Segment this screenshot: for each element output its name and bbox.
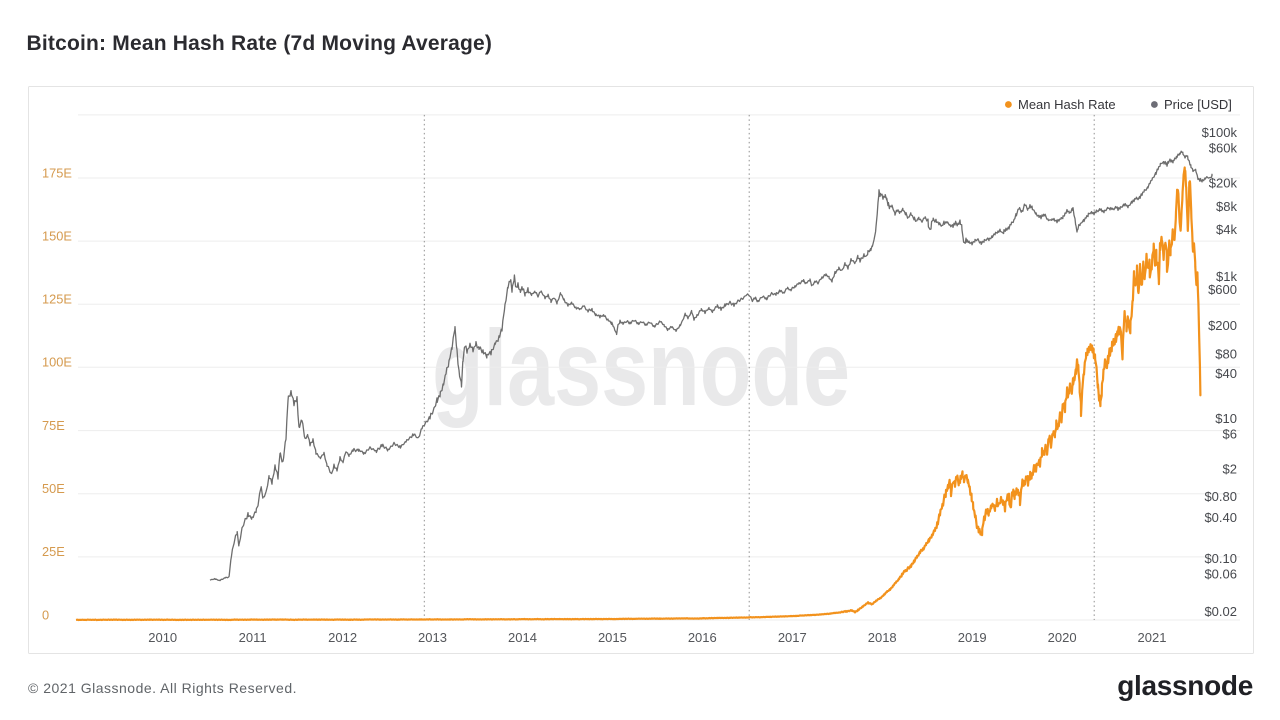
svg-text:$1k: $1k bbox=[1216, 269, 1237, 284]
svg-text:2019: 2019 bbox=[958, 630, 987, 645]
svg-text:50E: 50E bbox=[42, 481, 65, 496]
svg-text:175E: 175E bbox=[42, 165, 72, 180]
svg-text:Price [USD]: Price [USD] bbox=[1164, 97, 1232, 112]
svg-text:$0.02: $0.02 bbox=[1204, 604, 1237, 619]
svg-text:$20k: $20k bbox=[1209, 176, 1238, 191]
svg-text:2014: 2014 bbox=[508, 630, 537, 645]
svg-text:0: 0 bbox=[42, 607, 49, 622]
svg-text:$10: $10 bbox=[1215, 411, 1237, 426]
svg-text:$100k: $100k bbox=[1202, 125, 1238, 140]
svg-text:2010: 2010 bbox=[148, 630, 177, 645]
svg-text:2020: 2020 bbox=[1048, 630, 1077, 645]
svg-text:2016: 2016 bbox=[688, 630, 717, 645]
svg-text:$600: $600 bbox=[1208, 282, 1237, 297]
svg-text:$200: $200 bbox=[1208, 318, 1237, 333]
svg-text:$8k: $8k bbox=[1216, 199, 1237, 214]
svg-text:2017: 2017 bbox=[778, 630, 807, 645]
svg-text:$40: $40 bbox=[1215, 366, 1237, 381]
svg-text:$0.80: $0.80 bbox=[1204, 489, 1237, 504]
svg-text:150E: 150E bbox=[42, 228, 72, 243]
svg-text:75E: 75E bbox=[42, 418, 65, 433]
svg-text:2018: 2018 bbox=[868, 630, 897, 645]
svg-text:2015: 2015 bbox=[598, 630, 627, 645]
svg-text:Mean Hash Rate: Mean Hash Rate bbox=[1018, 97, 1116, 112]
svg-text:25E: 25E bbox=[42, 544, 65, 559]
svg-text:2011: 2011 bbox=[239, 630, 267, 645]
svg-text:$60k: $60k bbox=[1209, 141, 1238, 156]
svg-text:100E: 100E bbox=[42, 354, 72, 369]
svg-text:$0.06: $0.06 bbox=[1204, 567, 1237, 582]
svg-text:$80: $80 bbox=[1215, 347, 1237, 362]
svg-text:$6: $6 bbox=[1223, 427, 1237, 442]
svg-text:2013: 2013 bbox=[418, 630, 447, 645]
svg-text:$2: $2 bbox=[1223, 462, 1237, 477]
svg-text:125E: 125E bbox=[42, 291, 72, 306]
svg-text:$0.10: $0.10 bbox=[1204, 551, 1237, 566]
svg-text:$4k: $4k bbox=[1216, 222, 1237, 237]
svg-text:2012: 2012 bbox=[328, 630, 357, 645]
svg-text:$0.40: $0.40 bbox=[1204, 510, 1237, 525]
svg-text:2021: 2021 bbox=[1138, 630, 1167, 645]
